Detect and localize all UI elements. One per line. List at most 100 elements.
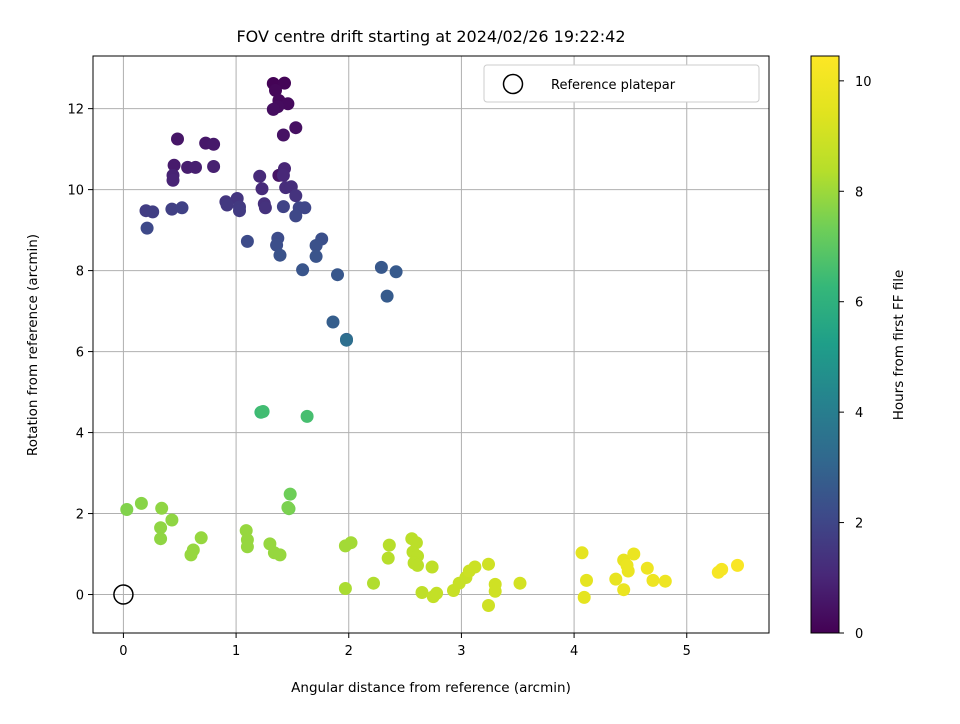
data-point bbox=[165, 202, 179, 216]
data-point bbox=[253, 169, 267, 183]
data-point bbox=[577, 590, 591, 604]
data-point bbox=[289, 121, 303, 135]
data-point bbox=[255, 182, 269, 196]
data-point bbox=[289, 209, 303, 223]
colorbar-tick-label: 6 bbox=[855, 296, 863, 311]
data-point bbox=[340, 333, 353, 347]
data-point bbox=[155, 501, 169, 515]
data-point bbox=[184, 548, 198, 562]
x-tick-label: 0 bbox=[119, 644, 127, 659]
data-point bbox=[269, 83, 282, 97]
y-tick-label: 0 bbox=[76, 589, 84, 604]
legend: Reference platepar bbox=[483, 64, 760, 103]
data-point bbox=[120, 503, 134, 516]
data-point bbox=[270, 238, 284, 252]
y-tick-label: 12 bbox=[67, 103, 84, 118]
data-point bbox=[646, 573, 660, 587]
data-point bbox=[207, 137, 221, 151]
data-point bbox=[367, 576, 380, 590]
data-point bbox=[488, 584, 502, 598]
y-tick-label: 6 bbox=[76, 346, 84, 361]
data-point bbox=[134, 496, 148, 510]
data-point bbox=[283, 487, 297, 501]
grid bbox=[93, 56, 769, 633]
data-point bbox=[382, 538, 396, 552]
data-point bbox=[482, 557, 495, 571]
x-axis: 0 1 2 3 4 5 bbox=[119, 633, 691, 659]
x-axis-label: Angular distance from reference (arcmin) bbox=[291, 680, 571, 696]
reference-marker bbox=[113, 584, 134, 605]
data-point bbox=[278, 76, 291, 90]
data-point bbox=[220, 198, 234, 212]
data-point bbox=[146, 205, 160, 219]
data-point bbox=[256, 405, 270, 418]
data-point bbox=[425, 560, 439, 574]
x-tick-label: 3 bbox=[457, 644, 465, 659]
data-point bbox=[281, 97, 295, 111]
data-point bbox=[482, 599, 495, 612]
data-point bbox=[165, 513, 179, 527]
x-tick-label: 5 bbox=[683, 644, 691, 659]
data-point bbox=[167, 158, 181, 172]
data-point bbox=[344, 536, 358, 550]
data-point bbox=[300, 409, 314, 423]
data-point bbox=[640, 561, 654, 575]
data-point bbox=[731, 558, 744, 572]
y-tick-label: 10 bbox=[67, 184, 84, 199]
data-point bbox=[326, 315, 340, 329]
data-point bbox=[411, 558, 424, 572]
data-point bbox=[575, 546, 589, 560]
plot-frame bbox=[92, 55, 770, 634]
data-point bbox=[258, 201, 272, 215]
data-point bbox=[513, 576, 527, 590]
data-point bbox=[415, 586, 429, 599]
data-point bbox=[194, 531, 208, 545]
legend-label: Reference platepar bbox=[551, 78, 676, 93]
data-point bbox=[240, 540, 254, 554]
data-point bbox=[331, 268, 344, 282]
data-point bbox=[617, 583, 631, 597]
x-tick-label: 1 bbox=[232, 644, 240, 659]
data-point bbox=[715, 562, 729, 576]
colorbar-label: Hours from first FF file bbox=[891, 270, 907, 421]
colorbar: 0 2 4 6 8 10 Hours from first FF file bbox=[810, 55, 907, 642]
data-point bbox=[380, 289, 394, 303]
data-point bbox=[381, 551, 395, 565]
chart-title: FOV centre drift starting at 2024/02/26 … bbox=[236, 27, 625, 46]
data-point bbox=[580, 573, 593, 587]
data-point bbox=[627, 547, 641, 561]
legend-marker bbox=[502, 73, 524, 95]
colorbar-ticks: 0 2 4 6 8 10 bbox=[839, 75, 872, 642]
data-point bbox=[273, 248, 287, 262]
data-point bbox=[166, 173, 180, 187]
data-point bbox=[207, 160, 221, 173]
data-point bbox=[281, 501, 295, 514]
colorbar-tick-label: 4 bbox=[855, 406, 863, 421]
data-point bbox=[296, 263, 310, 277]
x-tick-label: 4 bbox=[570, 644, 578, 659]
colorbar-tick-label: 0 bbox=[855, 627, 863, 642]
data-point bbox=[609, 572, 623, 586]
data-point bbox=[140, 221, 154, 235]
colorbar-tick-label: 2 bbox=[855, 517, 863, 532]
data-point bbox=[658, 574, 672, 588]
x-tick-label: 2 bbox=[345, 644, 353, 659]
y-tick-label: 8 bbox=[76, 265, 84, 280]
data-point bbox=[175, 201, 189, 215]
data-point bbox=[266, 102, 280, 116]
data-point bbox=[154, 532, 168, 546]
data-point bbox=[233, 204, 246, 218]
y-axis: 0 2 4 6 8 10 12 bbox=[67, 103, 93, 604]
data-point bbox=[276, 200, 290, 214]
data-points bbox=[120, 76, 744, 612]
data-point bbox=[309, 239, 323, 252]
data-point bbox=[276, 128, 290, 142]
data-point bbox=[468, 560, 482, 574]
y-axis-label: Rotation from reference (arcmin) bbox=[25, 234, 41, 456]
colorbar-tick-label: 10 bbox=[855, 75, 872, 90]
data-point bbox=[389, 265, 403, 279]
data-point bbox=[154, 521, 168, 535]
data-point bbox=[171, 132, 184, 146]
y-tick-label: 4 bbox=[76, 427, 84, 442]
